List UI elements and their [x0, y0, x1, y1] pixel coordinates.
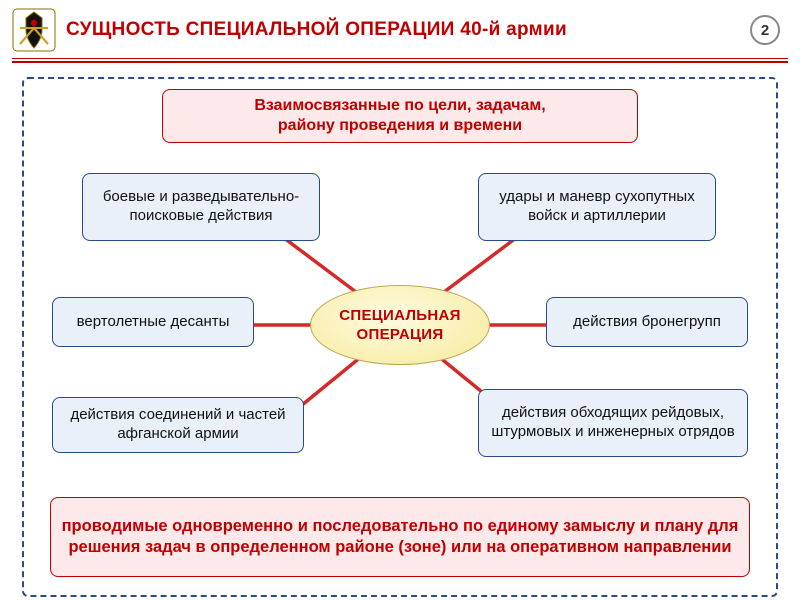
page-number-badge: 2: [750, 15, 780, 45]
node-armor-groups: действия бронегрупп: [546, 297, 748, 347]
top-line-2: району проведения и времени: [254, 116, 545, 136]
node-recon-actions: боевые и разведывательно-поисковые дейст…: [82, 173, 320, 241]
diagram-canvas: Взаимосвязанные по цели, задачам, району…: [22, 77, 778, 597]
center-label: СПЕЦИАЛЬНАЯ ОПЕРАЦИЯ: [311, 306, 489, 345]
node-heli-assault: вертолетные десанты: [52, 297, 254, 347]
emblem-icon: [12, 8, 56, 52]
header-divider: [12, 58, 788, 63]
bottom-summary-box: проводимые одновременно и последовательн…: [50, 497, 750, 577]
node-strikes-maneuver: удары и маневр сухопутных войск и артилл…: [478, 173, 716, 241]
center-oval: СПЕЦИАЛЬНАЯ ОПЕРАЦИЯ: [310, 285, 490, 365]
node-afghan-army: действия соединений и частей афганской а…: [52, 397, 304, 453]
top-summary-box: Взаимосвязанные по цели, задачам, району…: [162, 89, 638, 143]
page-title: СУЩНОСТЬ СПЕЦИАЛЬНОЙ ОПЕРАЦИИ 40-й армии: [66, 19, 740, 41]
node-raid-detachments: действия обходящих рейдовых, штурмовых и…: [478, 389, 748, 457]
top-line-1: Взаимосвязанные по цели, задачам,: [254, 96, 545, 116]
